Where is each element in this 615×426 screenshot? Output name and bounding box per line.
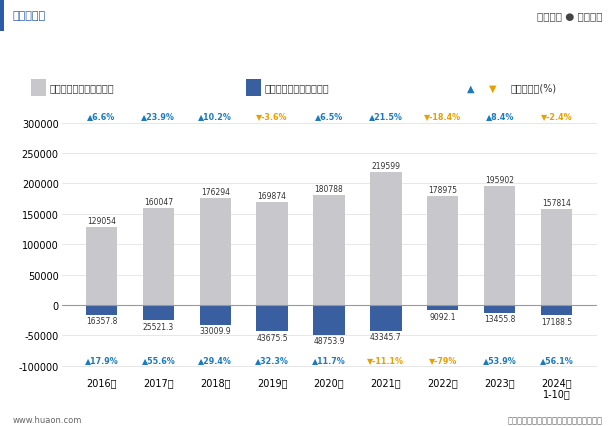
Bar [314, 196, 344, 305]
Bar [484, 305, 515, 314]
Text: 华经情报网: 华经情报网 [12, 11, 46, 21]
Text: 9092.1: 9092.1 [429, 312, 456, 321]
Text: ▼-2.4%: ▼-2.4% [541, 112, 573, 121]
Bar [314, 305, 344, 335]
Text: 专业严谨 ● 客观科学: 专业严谨 ● 客观科学 [537, 11, 603, 21]
Bar [370, 172, 402, 305]
Bar [256, 202, 288, 305]
Text: 同比增长率(%): 同比增长率(%) [510, 83, 557, 93]
Bar [143, 208, 174, 305]
Text: 219599: 219599 [371, 161, 400, 170]
Text: ▲32.3%: ▲32.3% [255, 356, 289, 365]
Bar [200, 305, 231, 325]
Text: ▲10.2%: ▲10.2% [198, 112, 232, 121]
Text: ▼-18.4%: ▼-18.4% [424, 112, 461, 121]
Bar [246, 80, 261, 97]
Text: 169874: 169874 [258, 192, 287, 201]
Text: ▲56.1%: ▲56.1% [540, 356, 573, 365]
Bar [200, 199, 231, 305]
Bar [370, 305, 402, 331]
Text: ▲6.6%: ▲6.6% [87, 112, 116, 121]
Text: 进口商品总值（万美元）: 进口商品总值（万美元） [264, 83, 329, 93]
Text: 2016-2024年10月中国与立陶宛进、出口商品总值: 2016-2024年10月中国与立陶宛进、出口商品总值 [178, 46, 437, 61]
Text: ▲29.4%: ▲29.4% [198, 356, 232, 365]
Text: 160047: 160047 [144, 197, 173, 207]
Bar [541, 305, 572, 316]
Text: 157814: 157814 [542, 199, 571, 208]
Text: ▼-11.1%: ▼-11.1% [367, 356, 405, 365]
Text: 33009.9: 33009.9 [199, 326, 231, 335]
Text: 43345.7: 43345.7 [370, 333, 402, 342]
Text: ▲53.9%: ▲53.9% [483, 356, 517, 365]
Text: ▲11.7%: ▲11.7% [312, 356, 346, 365]
Text: 195902: 195902 [485, 176, 514, 185]
Text: 出口商品总值（万美元）: 出口商品总值（万美元） [49, 83, 114, 93]
Text: ▲17.9%: ▲17.9% [85, 356, 118, 365]
Text: 48753.9: 48753.9 [313, 336, 345, 345]
Text: 16357.8: 16357.8 [85, 317, 117, 325]
Text: 13455.8: 13455.8 [484, 314, 515, 324]
Text: 43675.5: 43675.5 [256, 333, 288, 342]
Text: ▼: ▼ [489, 83, 496, 93]
Bar [256, 305, 288, 332]
Bar [541, 210, 572, 305]
Bar [86, 305, 117, 315]
Text: ▲55.6%: ▲55.6% [141, 356, 175, 365]
Text: 178975: 178975 [428, 186, 458, 195]
Text: 180788: 180788 [315, 185, 343, 194]
Text: ▲21.5%: ▲21.5% [369, 112, 403, 121]
Bar [86, 227, 117, 305]
Bar [143, 305, 174, 321]
Bar [0, 0, 4, 32]
Text: 129054: 129054 [87, 216, 116, 225]
Text: ▲: ▲ [467, 83, 475, 93]
Text: ▲6.5%: ▲6.5% [315, 112, 343, 121]
Bar [427, 197, 458, 305]
Bar [427, 305, 458, 311]
Text: 25521.3: 25521.3 [143, 322, 174, 331]
Text: 17188.5: 17188.5 [541, 317, 572, 326]
Text: ▲23.9%: ▲23.9% [141, 112, 175, 121]
Bar [484, 187, 515, 305]
Text: 176294: 176294 [200, 187, 230, 196]
Text: www.huaon.com: www.huaon.com [12, 415, 82, 424]
Bar [31, 80, 46, 97]
Text: 数据来源：中国海关；华经产业研究院整理: 数据来源：中国海关；华经产业研究院整理 [508, 415, 603, 424]
Text: ▲8.4%: ▲8.4% [485, 112, 514, 121]
Text: ▼-3.6%: ▼-3.6% [256, 112, 288, 121]
Text: ▼-79%: ▼-79% [429, 356, 457, 365]
